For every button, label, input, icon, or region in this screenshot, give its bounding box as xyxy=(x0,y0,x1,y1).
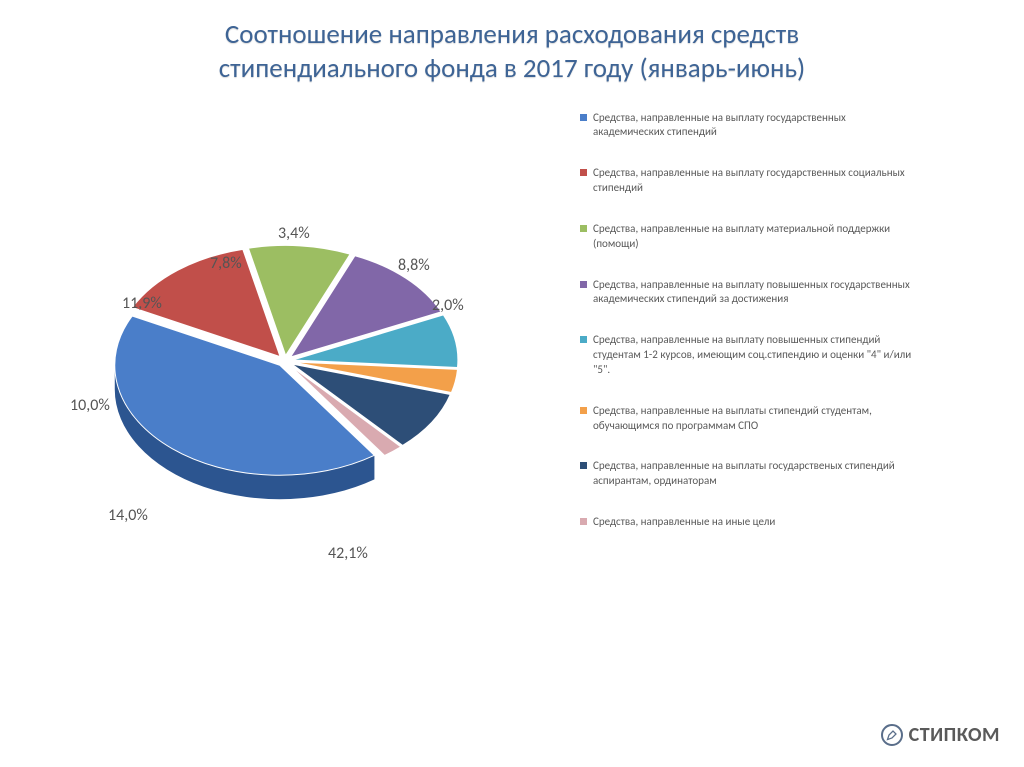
legend-swatch xyxy=(580,225,587,232)
legend-text: Средства, направленные на выплату госуда… xyxy=(593,166,913,196)
logo-text: СТИПКОМ xyxy=(909,723,1000,747)
legend-text: Средства, направленные на выплаты стипен… xyxy=(593,404,913,434)
data-label: 10,0% xyxy=(70,396,110,415)
legend-item: Средства, направленные на выплаты стипен… xyxy=(580,404,994,434)
legend-text: Средства, направленные на иные цели xyxy=(593,515,775,530)
legend-swatch xyxy=(580,336,587,343)
data-label: 8,8% xyxy=(398,256,430,275)
chart-area: 42,1% 14,0% 10,0% 11,9% 7,8% 3,4% 8,8% 2,0% xyxy=(20,106,580,586)
legend-text: Средства, направленные на выплату повыше… xyxy=(593,278,913,308)
legend-swatch xyxy=(580,407,587,414)
data-label: 7,8% xyxy=(210,254,242,273)
legend-item: Средства, направленные на выплату повыше… xyxy=(580,333,994,378)
legend-item: Средства, направленные на выплату госуда… xyxy=(580,111,994,141)
legend-swatch xyxy=(580,114,587,121)
data-label: 11,9% xyxy=(122,294,162,313)
legend-swatch xyxy=(580,169,587,176)
legend: Средства, направленные на выплату госуда… xyxy=(580,106,1004,586)
data-label: 14,0% xyxy=(108,506,148,525)
content-row: 42,1% 14,0% 10,0% 11,9% 7,8% 3,4% 8,8% 2,0% Сре… xyxy=(0,96,1024,586)
legend-item: Средства, направленные на иные цели xyxy=(580,515,994,530)
legend-swatch xyxy=(580,518,587,525)
legend-swatch xyxy=(580,462,587,469)
legend-text: Средства, направленные на выплату матери… xyxy=(593,222,913,252)
title-line: Соотношение направления расходования сре… xyxy=(225,18,799,51)
legend-text: Средства, направленные на выплату госуда… xyxy=(593,111,913,141)
legend-swatch xyxy=(580,281,587,288)
legend-item: Средства, направленные на выплаты госуда… xyxy=(580,459,994,489)
legend-text: Средства, направленные на выплаты госуда… xyxy=(593,459,913,489)
legend-item: Средства, направленные на выплату матери… xyxy=(580,222,994,252)
chart-title: Соотношение направления расходования сре… xyxy=(0,0,1024,96)
data-label: 2,0% xyxy=(432,296,464,315)
pie-chart xyxy=(95,186,475,566)
title-line: стипендиального фонда в 2017 году (январ… xyxy=(219,52,806,85)
legend-item: Средства, направленные на выплату госуда… xyxy=(580,166,994,196)
data-label: 3,4% xyxy=(278,224,310,243)
legend-item: Средства, направленные на выплату повыше… xyxy=(580,278,994,308)
pen-icon xyxy=(881,724,903,746)
logo: СТИПКОМ xyxy=(881,723,1000,747)
data-label: 42,1% xyxy=(328,544,368,563)
legend-text: Средства, направленные на выплату повыше… xyxy=(593,333,913,378)
